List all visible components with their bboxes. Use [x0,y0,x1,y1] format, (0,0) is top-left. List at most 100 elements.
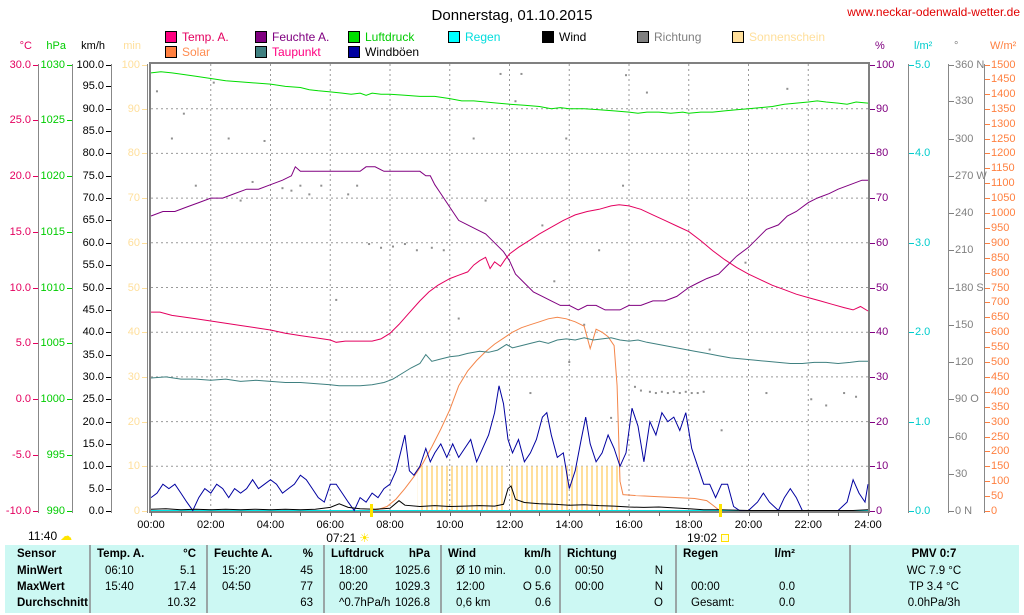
axis-label-pct: 0 [876,504,883,517]
axis-label-deg: 0 N [955,504,973,517]
series-richtung-dot [155,90,158,93]
axis-label-wm2: 250 [991,430,1010,443]
series-richtung-dot [720,429,723,432]
table-cell: 00:50 [575,564,604,577]
series-solar [370,316,720,511]
legend-item-solar: Solar [165,45,210,59]
series-richtung-dot [430,246,433,249]
axis-unit-lm2: l/m² [914,40,933,52]
axis-tick-pct [870,466,875,468]
axis-label-sun: 70 [127,192,140,205]
series-sonnenschein [417,466,503,511]
axis-label-wm2: 350 [991,400,1010,413]
legend-item-sonnenschein: Sonnenschein [732,30,825,44]
axis-tick-kmh [106,466,111,468]
axis-label-wm2: 400 [991,385,1010,398]
axis-tick-lm2 [909,153,914,155]
axis-tick-kmh [106,175,111,177]
axis-label-hpa: 1015 [40,225,65,238]
axis-tick-wm2 [985,227,990,229]
axis-label-wm2: 800 [991,266,1010,279]
sunrise-axis-marker [369,504,373,517]
axis-label-pct: 50 [876,281,889,294]
x-axis-hour-tick [419,512,421,516]
series-richtung-dot [499,72,502,75]
axis-label-wm2: 450 [991,370,1010,383]
site-url-link[interactable]: www.neckar-odenwald-wetter.de [847,5,1020,19]
table-cell: Wind [448,548,476,560]
x-axis-hour-tick [479,512,481,516]
axis-tick-pct [870,108,875,110]
stats-table: Sensor MinWert MaxWert Durchschnitt Temp. A.… [5,545,1019,613]
axis-tick-kmh [106,108,111,110]
series-richtung-dot [765,392,768,395]
table-cell: Gesamt: [691,596,735,609]
cloud-icon: ☁ [60,529,73,543]
series-richtung-dot [529,392,532,395]
table-cell: 45 [300,564,313,577]
axis-label-wm2: 50 [991,490,1004,503]
axis-tick-wm2 [985,287,990,289]
series-richtung-dot [170,137,173,140]
x-axis-label: 22:00 [794,519,823,531]
axis-line-lm2 [908,64,909,513]
axis-tick-pct [870,64,875,66]
axis-label-deg: 300 [955,132,974,145]
axis-tick-deg [949,64,954,66]
axis-label-temp: -10.0 [5,504,31,517]
axis-label-wm2: 900 [991,236,1010,249]
x-axis-hour-tick [748,512,750,516]
table-cell: N [654,564,663,577]
axis-tick-lm2 [909,64,914,66]
current-time-label: 11:40 ☁ [28,529,72,543]
table-cell: Richtung [567,548,617,560]
axis-label-temp: 25.0 [9,113,31,126]
x-axis-label: 24:00 [854,519,882,531]
series-richtung-dot [625,74,628,77]
table-cell: Temp. A. [97,548,145,560]
axis-tick-hpa [67,287,72,289]
legend-item-taupunkt: Taupunkt [255,45,321,59]
axis-tick-wm2 [985,391,990,393]
axis-tick-hpa [67,64,72,66]
table-cell: TP 3.4 °C [909,580,959,593]
axis-label-pct: 60 [876,236,889,249]
axis-tick-kmh [106,198,111,200]
axis-tick-deg [949,175,954,177]
x-axis-hour-tick [808,512,810,516]
series-richtung-dot [239,199,242,202]
series-richtung-dot [678,392,681,395]
x-axis-label: 02:00 [196,519,225,531]
axis-label-lm2: 4.0 [915,147,931,160]
legend-label: Luftdruck [365,30,415,44]
legend-swatch-icon [448,31,460,43]
axis-tick-lm2 [909,510,914,512]
series-richtung-dot [391,245,394,248]
table-cell: Feuchte A. [214,548,273,560]
x-axis-label: 20:00 [734,519,763,531]
axis-label-temp: 0.0 [15,393,31,406]
series-richtung-dot [380,246,383,249]
x-axis-label: 12:00 [495,519,524,531]
axis-tick-wm2 [985,198,990,200]
axis-tick-pct [870,376,875,378]
axis-tick-pct [870,332,875,334]
series-richtung-dot [810,398,813,401]
x-axis-label: 04:00 [256,519,285,531]
axis-line-temp [38,64,39,513]
axis-label-temp: 15.0 [9,225,31,238]
series-richtung-dot [633,385,636,388]
axis-label-kmh: 75.0 [82,169,104,182]
axis-label-deg: 360 N [955,58,985,71]
axis-tick-wm2 [985,332,990,334]
axis-tick-wm2 [985,451,990,453]
axis-label-lm2: 3.0 [915,236,931,249]
legend-swatch-icon [542,31,554,43]
sunrise-label: 07:21 ☀ [298,531,370,545]
axis-label-lm2: 0.0 [915,504,931,517]
series-windboeen [150,385,869,512]
axis-label-temp: -5.0 [12,449,31,462]
x-axis-label: 10:00 [435,519,464,531]
axis-tick-wm2 [985,347,990,349]
